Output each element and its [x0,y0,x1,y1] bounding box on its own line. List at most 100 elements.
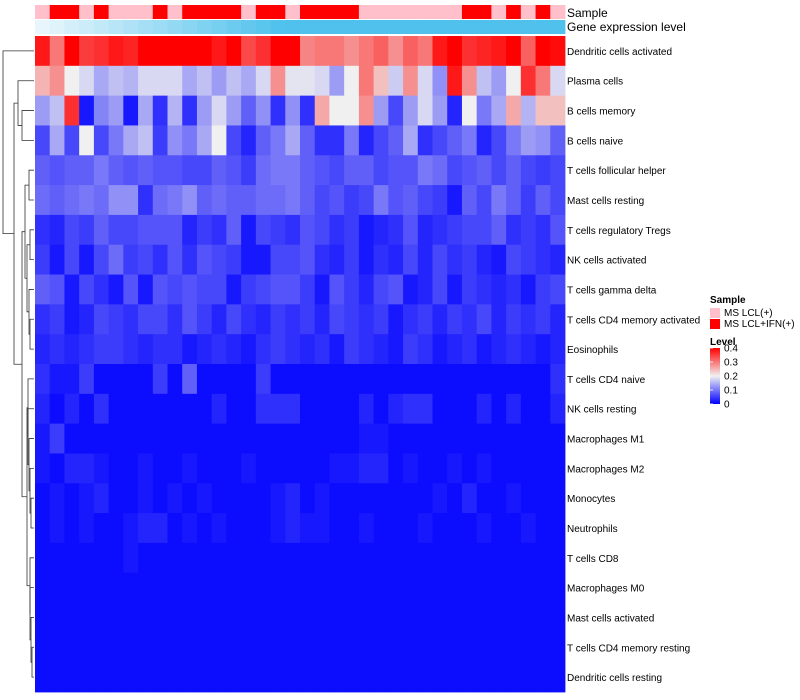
legend-sample-title: Sample [710,295,746,306]
heatmap-cell [93,155,110,186]
heatmap-cell [300,125,316,156]
heatmap-cell [461,334,478,365]
heatmap-cell [432,453,448,484]
heatmap-cell [64,662,80,693]
heatmap-cell [270,602,286,633]
heatmap-cell [108,155,124,186]
heatmap-cell [49,423,65,454]
heatmap-cell [138,185,154,216]
heatmap-cell [461,95,478,126]
heatmap-cell [64,214,80,246]
heatmap-cell [108,453,124,484]
heatmap-cell [93,244,110,275]
heatmap-cell [152,364,168,395]
heatmap-cell [358,125,375,156]
heatmap-cell [432,662,448,693]
dendrogram-branch [2,50,34,235]
heatmap-cell [491,274,507,305]
expression-annotation-track [35,20,566,34]
heatmap-cell [152,244,168,275]
heatmap-cell [226,572,242,603]
heatmap-cell [270,453,286,484]
heatmap-cell [403,214,419,246]
heatmap-cell [329,483,345,514]
heatmap-cell [447,542,463,574]
heatmap-cell [432,602,448,633]
heatmap-cell [314,423,330,454]
heatmap-cell [388,155,404,186]
heatmap-cell [182,483,198,514]
heatmap-cell [35,632,51,663]
heatmap-cell [506,572,522,603]
sample-track-cell [535,5,551,19]
heatmap-cell [152,125,168,156]
heatmap-cell [152,185,168,216]
heatmap-cell [255,65,271,97]
heatmap-cell [373,214,389,246]
heatmap-cell [506,125,522,156]
heatmap-cell [108,423,124,454]
heatmap-cell [93,274,110,305]
heatmap-cell [432,423,448,454]
heatmap-cell [491,662,507,693]
heatmap-cell [285,334,301,365]
heatmap-cell [491,65,507,97]
heatmap-cell [358,304,375,335]
heatmap-cell [329,125,345,156]
heatmap-cell [417,423,433,454]
heatmap-cell [93,632,110,663]
heatmap-cell [241,185,257,216]
sample-track-cell [270,5,286,19]
track-label-expression: Gene expression level [567,20,686,34]
row-label: T cells regulatory Tregs [567,226,671,237]
heatmap-cell [196,304,213,335]
heatmap-cell [285,125,301,156]
heatmap-cell [300,513,316,544]
heatmap-cell [270,483,286,514]
expression-track-cell [506,20,522,34]
heatmap-cell [226,483,242,514]
heatmap-cell [123,155,139,186]
heatmap-cell [93,542,110,574]
heatmap-cell [314,274,330,305]
heatmap-cell [476,662,492,693]
heatmap-cell [64,393,80,425]
heatmap-cell [358,602,375,633]
heatmap-cell [167,95,183,126]
heatmap-cell [403,662,419,693]
heatmap-cell [123,572,139,603]
heatmap-cell [329,214,345,246]
heatmap-cell [255,602,271,633]
heatmap-cell [403,95,419,126]
heatmap-cell [93,662,110,693]
heatmap-cell [35,185,51,216]
heatmap-cell [270,65,286,97]
heatmap-cell [461,364,478,395]
heatmap-cell [344,244,360,275]
heatmap-cell [403,632,419,663]
heatmap-cell [403,513,419,544]
legend-level-tick-label: 0.4 [724,344,738,355]
heatmap-cell [108,274,124,305]
heatmap-cell [108,513,124,544]
heatmap-cell [491,185,507,216]
legend-level-colorbar [710,348,720,404]
heatmap-cell [138,662,154,693]
heatmap-cell [182,572,198,603]
heatmap-cell [167,125,183,156]
heatmap-cell [461,244,478,275]
heatmap-cell [358,36,375,67]
heatmap-cell [196,602,213,633]
heatmap-cell [447,572,463,603]
dendrogram-branch [30,617,34,663]
heatmap-cell [373,334,389,365]
heatmap-cell [123,662,139,693]
heatmap-cell [358,185,375,216]
heatmap-cell [138,95,154,126]
heatmap-cell [476,483,492,514]
sample-track-cell [373,5,389,19]
heatmap-cell [417,36,433,67]
heatmap-cell [211,572,227,603]
heatmap-cell [344,125,360,156]
heatmap-cell [447,423,463,454]
